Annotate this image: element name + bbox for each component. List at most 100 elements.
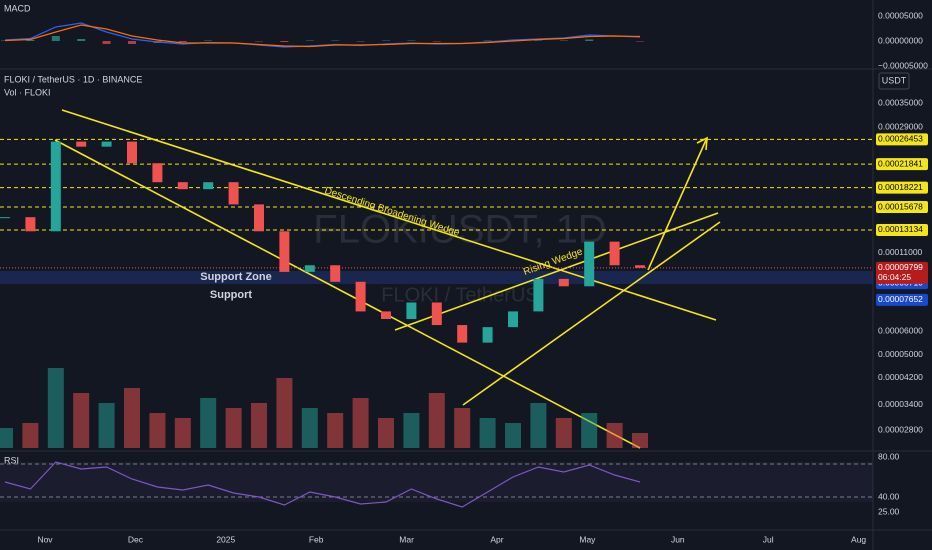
x-tick-label: Jun (671, 534, 685, 544)
candle (25, 217, 36, 232)
y-tick-label: 80.00 (878, 451, 900, 461)
candle (355, 281, 366, 312)
macd-histogram (356, 41, 365, 42)
candle (381, 311, 391, 320)
macd-histogram (77, 39, 86, 41)
macd-histogram (331, 40, 340, 41)
x-tick-label: Aug (851, 534, 866, 544)
price-label-bg (876, 201, 928, 214)
candle (330, 265, 341, 282)
price-label: 0.00015678 (878, 201, 923, 211)
price-label: 0.00018221 (878, 182, 923, 192)
macd-histogram (128, 41, 136, 44)
candle (127, 141, 137, 164)
macd-histogram (305, 40, 314, 41)
macd-histogram (255, 41, 263, 42)
volume-bar (403, 413, 420, 448)
price-label: 0.00026453 (878, 134, 923, 144)
candle (177, 182, 188, 190)
y-tick-label: 0.00005000 (878, 10, 923, 20)
candle (635, 265, 645, 268)
volume-bar (225, 408, 242, 448)
candle (76, 141, 87, 147)
price-label-bg (876, 293, 928, 306)
support-zone (0, 271, 873, 284)
signal-line (4, 24, 641, 48)
x-tick-label: Mar (399, 534, 414, 544)
volume-bar (378, 418, 394, 448)
trendline (61, 109, 717, 321)
volume-bar (251, 403, 267, 448)
candle (152, 163, 163, 183)
y-tick-label: 25.00 (878, 506, 900, 516)
candle (0, 217, 10, 219)
candle (558, 278, 569, 287)
macd-histogram (483, 40, 492, 41)
x-tick-label: 2025 (216, 534, 235, 544)
volume-bar (454, 408, 471, 448)
volume-bar (479, 418, 496, 448)
x-tick-label: Nov (37, 534, 53, 544)
volume-bar (47, 368, 64, 448)
volume-bar (124, 388, 140, 448)
price-label-bg (876, 223, 928, 236)
price-label: 0.00007652 (878, 294, 923, 304)
macd-histogram (51, 36, 60, 41)
candle (228, 182, 239, 205)
watermark: FLOKIUSDT, 1D (313, 208, 606, 252)
y-tick-label: 0.00003400 (878, 399, 923, 409)
x-tick-label: Feb (309, 534, 324, 544)
candle (584, 241, 595, 287)
volume-title: Vol · FLOKI (4, 87, 51, 97)
macd-histogram (204, 40, 213, 41)
symbol-title: FLOKI / TetherUS · 1D · BINANCE (4, 74, 142, 84)
volume-bar (276, 378, 293, 448)
y-tick-label: 40.00 (878, 491, 900, 501)
annotation: Support Zone (200, 271, 272, 283)
rsi-line (4, 461, 641, 508)
currency-button[interactable] (878, 72, 910, 90)
y-tick-label: 0.00011000 (878, 247, 923, 257)
volume-bar (530, 403, 547, 448)
pane-title: MACD (4, 3, 31, 13)
volume-bar (327, 413, 344, 448)
x-tick-label: Dec (128, 534, 144, 544)
volume-bar (73, 393, 90, 448)
volume-bar (581, 413, 598, 448)
volume-bar (555, 418, 572, 448)
price-label-bg (876, 133, 928, 146)
macd-histogram (432, 41, 441, 42)
arrow-head (696, 136, 708, 151)
x-tick-label: May (579, 534, 596, 544)
volume-bar (22, 423, 39, 448)
candle (406, 302, 417, 320)
candle (50, 141, 61, 232)
price-label: 0.00009799 (878, 262, 923, 272)
macd-histogram (407, 40, 416, 41)
drawings (54, 109, 721, 449)
macd-histogram (636, 41, 644, 42)
candle (482, 327, 493, 343)
volume-bar (352, 398, 369, 448)
macd-histogram (534, 40, 543, 41)
volume-bar (98, 403, 115, 448)
y-tick-label: 0.00029000 (878, 122, 923, 132)
candle (508, 311, 518, 328)
macd-histogram (585, 39, 594, 41)
y-tick-label: 0.00000000 (878, 35, 923, 45)
macd-histogram (280, 41, 289, 42)
macd-histogram (382, 40, 390, 41)
macd-histogram (102, 41, 111, 44)
countdown: 06:04:25 (878, 272, 911, 282)
y-tick-label: −0.00005000 (878, 60, 928, 70)
currency[interactable]: USDT (882, 75, 907, 85)
x-tick-label: Jul (763, 534, 774, 544)
volume-bar (632, 433, 648, 448)
candle (457, 325, 468, 343)
candle (203, 182, 214, 190)
macd-histogram (26, 40, 35, 41)
rsi-band (0, 462, 873, 502)
volume-bar (505, 423, 521, 448)
price-label-bg (876, 181, 928, 194)
